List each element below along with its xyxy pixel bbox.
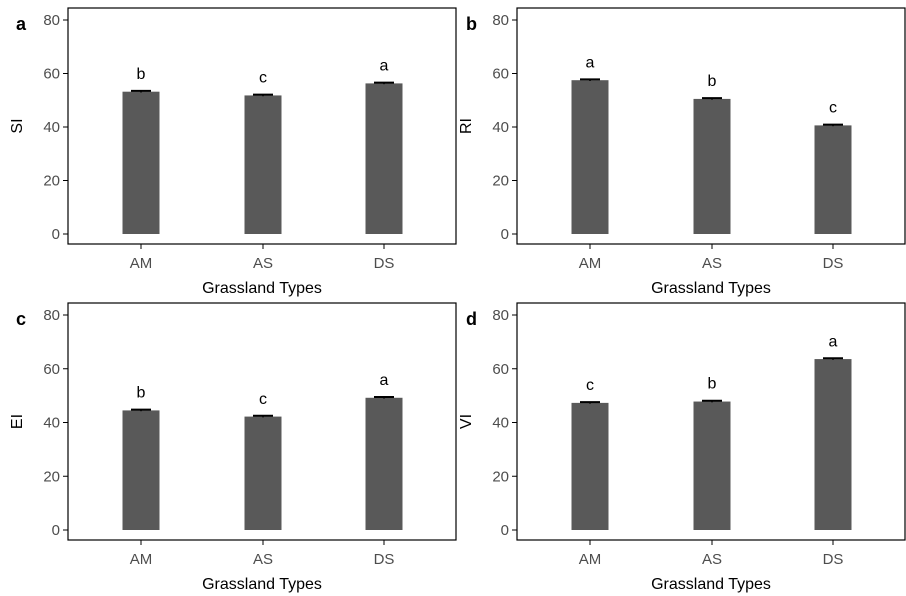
x-tick-label: DS [823, 551, 844, 568]
x-tick-label: AS [253, 551, 273, 568]
bar-ds [365, 397, 403, 530]
bar-as [244, 95, 282, 234]
significance-label: a [380, 372, 389, 389]
x-axis-title: Grassland Types [651, 576, 771, 593]
y-tick-label: 20 [43, 468, 60, 485]
y-tick-label: 60 [492, 361, 509, 378]
panel-tag-b: b [466, 14, 477, 34]
bar-am [571, 80, 609, 234]
bar-am [571, 402, 609, 530]
significance-label: a [380, 58, 389, 75]
y-tick-label: 80 [43, 307, 60, 324]
x-tick-label: DS [374, 255, 395, 272]
y-tick-label: 0 [501, 226, 509, 243]
y-tick-label: 80 [492, 307, 509, 324]
y-tick-label: 60 [43, 361, 60, 378]
chart-panel-b: b 0 20 40 60 80 RI a AM b AS c DS Grassland Types [458, 7, 906, 297]
x-axis-title: Grassland Types [651, 280, 771, 297]
chart-panel-a: a 0 20 40 60 80 SI b AM c AS a DS Grassland Types [9, 7, 457, 297]
panel-tag-a: a [16, 14, 27, 34]
bar-am [122, 91, 160, 234]
x-axis-title: Grassland Types [202, 576, 322, 593]
bar-ds [814, 359, 852, 530]
y-axis-title: SI [9, 118, 26, 133]
y-tick-label: 20 [492, 173, 509, 190]
x-tick-label: AS [702, 551, 722, 568]
x-tick-label: AM [130, 551, 153, 568]
y-tick-label: 80 [43, 12, 60, 29]
x-axis-title: Grassland Types [202, 280, 322, 297]
y-axis-title: VI [458, 414, 475, 429]
y-tick-label: 60 [492, 66, 509, 83]
plot-frame [516, 7, 906, 245]
y-tick-label: 40 [492, 119, 509, 136]
x-tick-label: AM [579, 255, 602, 272]
bar-as [693, 401, 731, 530]
x-tick-label: DS [374, 551, 395, 568]
y-tick-label: 0 [501, 522, 509, 539]
significance-label: a [586, 54, 595, 71]
y-tick-label: 40 [43, 415, 60, 432]
significance-label: b [137, 66, 146, 83]
x-tick-label: AM [130, 255, 153, 272]
y-tick-label: 60 [43, 66, 60, 83]
y-tick-label: 20 [492, 468, 509, 485]
plot-frame [516, 302, 906, 541]
significance-label: b [708, 73, 717, 90]
bar-as [244, 416, 282, 530]
y-tick-label: 20 [43, 173, 60, 190]
chart-panel-c: c 0 20 40 60 80 EI b AM c AS a DS Grassland Types [9, 302, 457, 593]
significance-label: b [708, 376, 717, 393]
x-tick-label: AS [702, 255, 722, 272]
y-tick-label: 40 [492, 415, 509, 432]
bar-ds [814, 125, 852, 234]
y-axis-title: EI [9, 414, 26, 429]
y-tick-label: 0 [52, 226, 60, 243]
bar-am [122, 410, 160, 530]
y-axis-title: RI [458, 118, 475, 134]
panel-tag-d: d [466, 309, 477, 329]
plot-frame [67, 302, 457, 541]
x-tick-label: DS [823, 255, 844, 272]
significance-label: c [259, 70, 267, 87]
x-tick-label: AS [253, 255, 273, 272]
bar-as [693, 98, 731, 234]
bar-ds [365, 83, 403, 235]
chart-panel-d: d 0 20 40 60 80 VI c AM b AS a DS Grassland Types [458, 302, 906, 593]
significance-label: c [829, 100, 837, 117]
y-tick-label: 0 [52, 522, 60, 539]
significance-label: b [137, 385, 146, 402]
x-tick-label: AM [579, 551, 602, 568]
significance-label: c [586, 377, 594, 394]
significance-label: a [829, 333, 838, 350]
panel-tag-c: c [16, 309, 26, 329]
y-tick-label: 40 [43, 119, 60, 136]
plot-frame [67, 7, 457, 245]
significance-label: c [259, 391, 267, 408]
y-tick-label: 80 [492, 12, 509, 29]
